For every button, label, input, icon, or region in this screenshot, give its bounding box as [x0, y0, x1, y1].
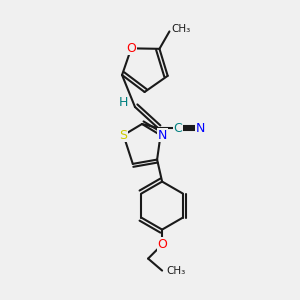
Text: H: H	[118, 95, 128, 109]
Text: CH₃: CH₃	[167, 266, 186, 276]
Text: N: N	[195, 122, 205, 134]
Text: C: C	[174, 122, 182, 135]
Text: O: O	[126, 42, 136, 55]
Text: CH₃: CH₃	[172, 24, 191, 34]
Text: N: N	[158, 129, 167, 142]
Text: S: S	[119, 129, 128, 142]
Text: O: O	[157, 238, 167, 251]
